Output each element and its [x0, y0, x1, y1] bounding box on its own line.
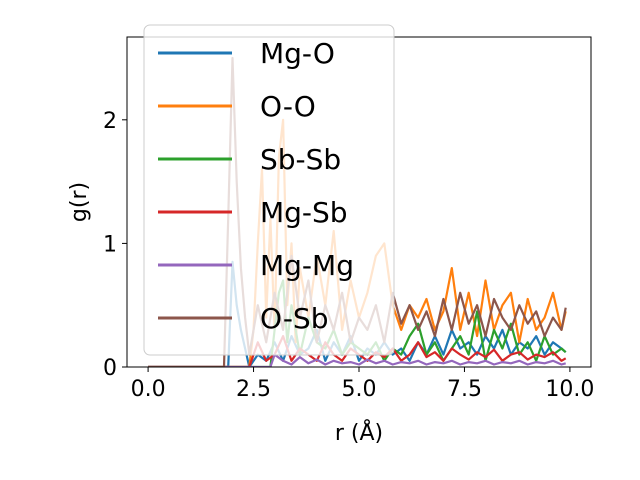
series-line-mg-mg	[148, 353, 567, 367]
x-tick-label: 7.5	[447, 377, 482, 402]
x-tick-label: 10.0	[545, 377, 594, 402]
legend: Mg-O O-O Sb-Sb Mg-Sb Mg-Mg O-Sb	[143, 24, 395, 356]
x-tick-label: 5.0	[342, 377, 377, 402]
y-axis-label: g(r)	[67, 182, 92, 222]
y-tick-label: 1	[103, 232, 117, 257]
legend-label: Mg-Sb	[260, 196, 348, 229]
y-tick-label: 0	[103, 356, 117, 381]
legend-label: Sb-Sb	[260, 143, 341, 176]
legend-label: O-O	[260, 90, 316, 123]
legend-label: Mg-O	[260, 37, 335, 70]
legend-label: O-Sb	[260, 302, 328, 335]
legend-label: Mg-Mg	[260, 249, 354, 282]
y-tick-label: 2	[103, 109, 117, 134]
x-tick-label: 2.5	[236, 377, 271, 402]
x-axis-label: r (Å)	[335, 419, 383, 446]
x-axis: 0.0 2.5 5.0 7.5 10.0	[131, 367, 594, 402]
x-tick-label: 0.0	[131, 377, 166, 402]
y-axis: 0 1 2	[103, 109, 127, 381]
